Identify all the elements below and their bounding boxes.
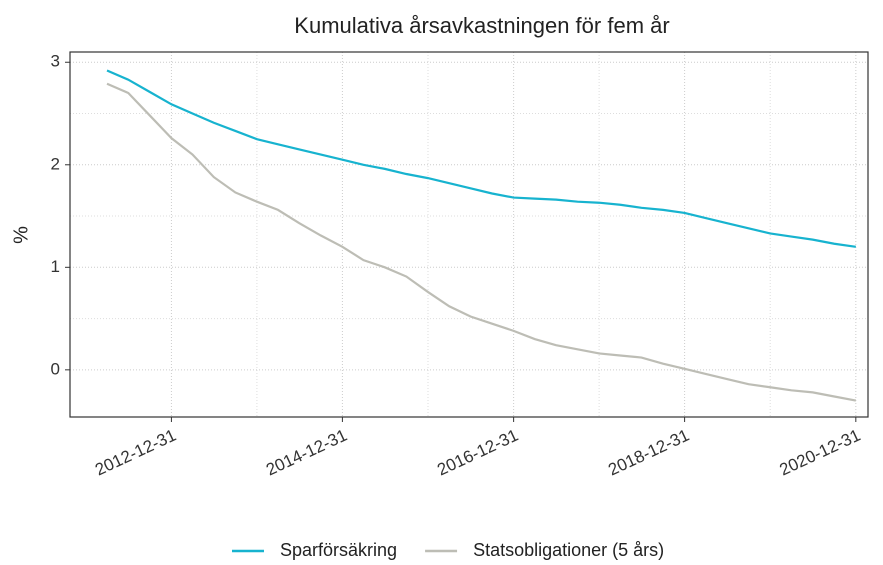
- y-axis-label: %: [10, 226, 32, 244]
- legend-label: Statsobligationer (5 års): [473, 540, 664, 560]
- y-tick-label: 2: [51, 154, 60, 173]
- chart-title: Kumulativa årsavkastningen för fem år: [294, 13, 669, 38]
- x-tick-label: 2020-12-31: [777, 425, 864, 479]
- y-tick-label: 0: [51, 359, 60, 378]
- y-tick-label: 1: [51, 257, 60, 276]
- legend-label: Sparförsäkring: [280, 540, 397, 560]
- y-tick-label: 3: [51, 52, 60, 71]
- x-tick-label: 2012-12-31: [92, 425, 179, 479]
- x-tick-label: 2014-12-31: [263, 425, 350, 479]
- series-line: [106, 82, 857, 402]
- series-line: [106, 69, 856, 248]
- plot-border: [69, 51, 869, 418]
- x-tick-label: 2016-12-31: [434, 425, 521, 479]
- x-tick-label: 2018-12-31: [605, 425, 692, 479]
